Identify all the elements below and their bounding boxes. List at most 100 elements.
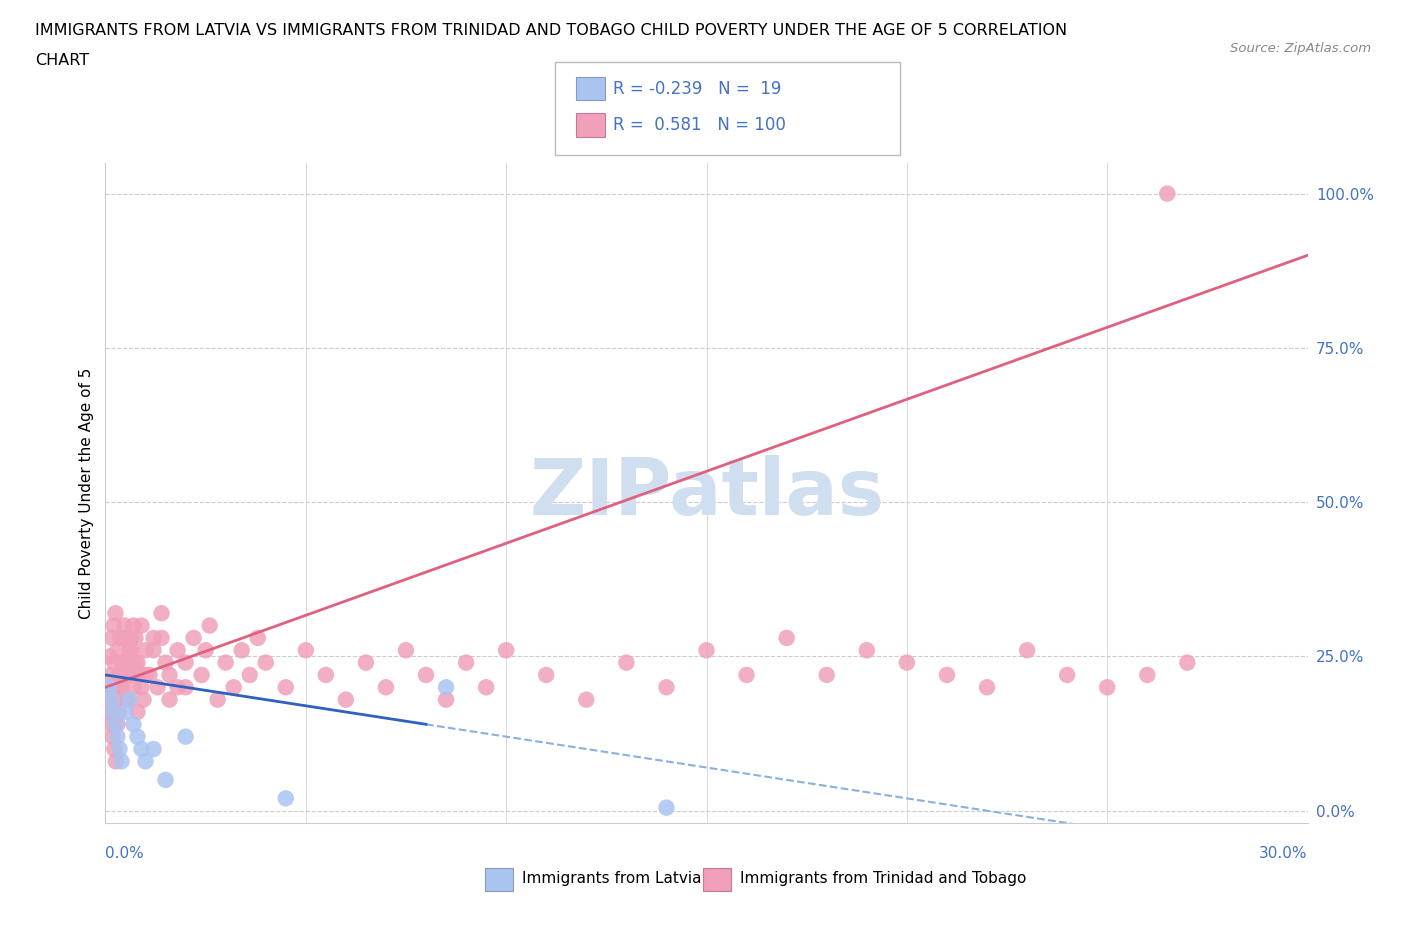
Point: [1156, 186, 1178, 201]
Point: [475, 680, 498, 695]
Point: [174, 655, 197, 670]
Point: [115, 668, 138, 683]
Point: [1056, 668, 1078, 683]
Point: [135, 754, 157, 769]
Point: [1175, 655, 1198, 670]
Point: [104, 605, 127, 620]
Point: [104, 717, 127, 732]
Point: [110, 754, 132, 769]
Text: R = -0.239   N =  19: R = -0.239 N = 19: [613, 80, 782, 98]
Point: [159, 692, 181, 707]
Point: [108, 631, 131, 645]
Point: [107, 717, 129, 732]
Point: [655, 800, 678, 815]
Point: [696, 643, 718, 658]
Point: [103, 618, 125, 633]
Point: [105, 692, 128, 707]
Point: [254, 655, 277, 670]
Point: [135, 668, 157, 683]
Text: 0.0%: 0.0%: [105, 846, 145, 861]
Point: [138, 668, 160, 683]
Point: [112, 655, 135, 670]
Text: IMMIGRANTS FROM LATVIA VS IMMIGRANTS FROM TRINIDAD AND TOBAGO CHILD POVERTY UNDE: IMMIGRANTS FROM LATVIA VS IMMIGRANTS FRO…: [35, 23, 1067, 38]
Point: [100, 717, 122, 732]
Point: [112, 631, 135, 645]
Point: [118, 668, 141, 683]
Point: [150, 605, 173, 620]
Point: [183, 631, 205, 645]
Point: [146, 680, 169, 695]
Point: [101, 680, 124, 695]
Point: [295, 643, 318, 658]
Point: [434, 680, 457, 695]
Text: ZIPatlas: ZIPatlas: [529, 455, 884, 531]
Point: [159, 668, 181, 683]
Point: [142, 741, 165, 756]
Text: Immigrants from Trinidad and Tobago: Immigrants from Trinidad and Tobago: [740, 871, 1026, 886]
Point: [575, 692, 598, 707]
Point: [104, 754, 127, 769]
Text: 30.0%: 30.0%: [1260, 846, 1308, 861]
Point: [855, 643, 877, 658]
Point: [131, 618, 153, 633]
Point: [101, 729, 124, 744]
Point: [121, 643, 143, 658]
Point: [198, 618, 221, 633]
Point: [976, 680, 998, 695]
Point: [190, 668, 212, 683]
Text: Immigrants from Latvia: Immigrants from Latvia: [522, 871, 702, 886]
Point: [98, 649, 121, 664]
Point: [103, 655, 125, 670]
Point: [131, 741, 153, 756]
Point: [155, 773, 177, 788]
Point: [103, 705, 125, 720]
Point: [335, 692, 357, 707]
Point: [1097, 680, 1119, 695]
Point: [117, 692, 139, 707]
Point: [98, 705, 121, 720]
Point: [495, 643, 517, 658]
Y-axis label: Child Poverty Under the Age of 5: Child Poverty Under the Age of 5: [79, 367, 94, 618]
Point: [214, 655, 236, 670]
Point: [246, 631, 269, 645]
Point: [100, 668, 122, 683]
Point: [110, 680, 132, 695]
Point: [98, 680, 121, 695]
Text: R =  0.581   N = 100: R = 0.581 N = 100: [613, 116, 786, 134]
Point: [616, 655, 638, 670]
Point: [1136, 668, 1159, 683]
Point: [96, 680, 118, 695]
Point: [150, 631, 173, 645]
Point: [374, 680, 396, 695]
Point: [114, 668, 136, 683]
Point: [132, 692, 155, 707]
Point: [127, 729, 149, 744]
Point: [131, 680, 153, 695]
Point: [194, 643, 217, 658]
Point: [127, 655, 149, 670]
Point: [135, 643, 157, 658]
Point: [174, 680, 197, 695]
Point: [122, 717, 145, 732]
Point: [142, 643, 165, 658]
Point: [936, 668, 959, 683]
Point: [415, 668, 437, 683]
Point: [142, 631, 165, 645]
Point: [118, 643, 141, 658]
Point: [114, 618, 136, 633]
Point: [815, 668, 838, 683]
Point: [128, 668, 150, 683]
Text: Source: ZipAtlas.com: Source: ZipAtlas.com: [1230, 42, 1371, 55]
Point: [166, 680, 188, 695]
Point: [274, 680, 297, 695]
Point: [101, 631, 124, 645]
Point: [107, 643, 129, 658]
Point: [155, 655, 177, 670]
Text: CHART: CHART: [35, 53, 89, 68]
Point: [354, 655, 377, 670]
Point: [534, 668, 557, 683]
Point: [655, 680, 678, 695]
Point: [456, 655, 478, 670]
Point: [110, 680, 132, 695]
Point: [395, 643, 418, 658]
